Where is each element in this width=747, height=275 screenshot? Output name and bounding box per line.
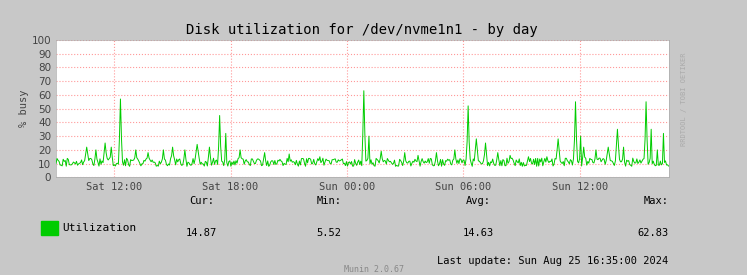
Title: Disk utilization for /dev/nvme1n1 - by day: Disk utilization for /dev/nvme1n1 - by d… xyxy=(187,23,538,37)
Text: Max:: Max: xyxy=(644,196,669,205)
Y-axis label: % busy: % busy xyxy=(19,90,29,127)
Text: Cur:: Cur: xyxy=(189,196,214,205)
Text: 14.87: 14.87 xyxy=(186,229,217,238)
Text: 14.63: 14.63 xyxy=(462,229,494,238)
Text: RRDTOOL / TOBI OETIKER: RRDTOOL / TOBI OETIKER xyxy=(681,52,686,146)
Text: Min:: Min: xyxy=(316,196,341,205)
Text: Last update: Sun Aug 25 16:35:00 2024: Last update: Sun Aug 25 16:35:00 2024 xyxy=(437,256,669,266)
Text: Munin 2.0.67: Munin 2.0.67 xyxy=(344,265,403,274)
Text: 5.52: 5.52 xyxy=(316,229,341,238)
Text: Avg:: Avg: xyxy=(465,196,491,205)
Text: 62.83: 62.83 xyxy=(637,229,669,238)
Text: Utilization: Utilization xyxy=(62,223,136,233)
